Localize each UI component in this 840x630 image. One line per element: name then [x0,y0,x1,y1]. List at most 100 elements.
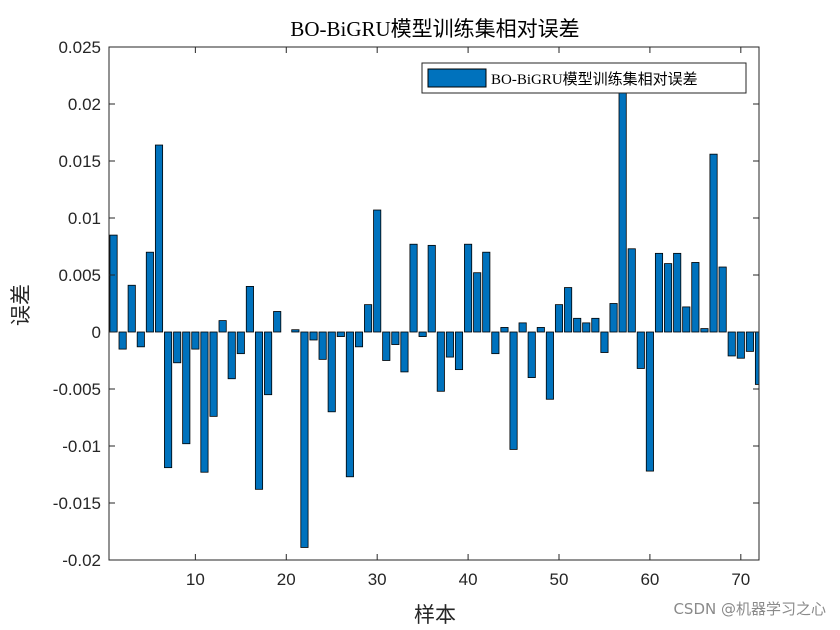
bar-70 [736,331,745,359]
bar-48 [536,327,545,333]
legend-entry-label: BO-BiGRU模型训练集相对误差 [491,71,698,88]
bar-42 [482,251,491,333]
bar-54 [591,317,600,333]
x-tick-label: 20 [277,570,296,589]
bar-36 [427,244,436,333]
bar-14 [227,331,236,380]
legend: BO-BiGRU模型训练集相对误差 [421,62,747,94]
bar-37 [436,331,445,392]
bar-65 [691,262,700,333]
x-tick-label: 10 [186,570,205,589]
bar-38 [445,331,454,358]
bar-9 [182,331,191,445]
x-tick-label: 40 [459,570,478,589]
bar-24 [318,331,327,360]
bar-25 [327,331,336,413]
bar-6 [154,144,164,333]
y-tick-label: 0.02 [68,95,101,114]
y-tick-label: 0.01 [68,209,101,228]
bar-31 [382,331,391,361]
bar-50 [554,304,564,333]
y-tick-label: -0.01 [62,437,101,456]
bar-49 [545,331,554,400]
bar-55 [600,331,609,353]
bar-33 [400,331,409,373]
bar-17 [254,331,264,490]
bar-57 [618,85,627,333]
bar-63 [673,252,682,333]
bar-11 [200,331,209,473]
bar-18 [264,331,273,396]
bar-67 [709,153,718,333]
bar-61 [654,252,664,333]
bar-19 [273,311,282,333]
bar-8 [173,331,182,364]
bar-30 [373,209,382,333]
bar-60 [645,331,654,472]
watermark-text: CSDN @机器学习之心 [673,600,826,618]
bar-68 [718,266,727,333]
bar-35 [418,331,427,337]
axes-box [108,46,760,561]
bar-64 [682,306,691,333]
bar-29 [364,304,373,333]
bar-41 [473,272,482,333]
y-tick-label: -0.02 [62,551,101,570]
bar-26 [336,331,345,337]
bar-21 [291,329,300,333]
bar-59 [636,331,645,369]
bar-1 [109,234,118,333]
legend-swatch [427,68,487,88]
bar-4 [136,331,145,348]
bar-23 [309,331,318,341]
bars-group [109,85,759,548]
bar-34 [409,243,418,333]
bar-15 [236,331,245,355]
chart-title: BO-BiGRU模型训练集相对误差 [290,17,579,41]
bar-53 [582,322,591,333]
bar-13 [218,320,227,333]
bar-71 [745,331,754,352]
y-tick-label: 0.025 [58,38,101,57]
x-tick-label: 60 [640,570,659,589]
bar-2 [118,331,127,350]
bar-52 [573,317,582,333]
y-ticks-group: -0.02 -0.015 -0.01 -0.005 0 0.005 0.01 0.015 0.0… [53,38,759,570]
bar-51 [564,287,573,333]
bar-16 [245,285,254,333]
y-tick-label: 0.005 [58,266,101,285]
x-axis-label: 样本 [414,603,456,627]
x-tick-label: 50 [550,570,569,589]
bar-47 [527,331,536,378]
bar-28 [354,331,364,348]
x-ticks-group: 10 20 30 40 50 60 70 [186,47,750,589]
x-tick-label: 70 [731,570,750,589]
y-tick-label: -0.015 [53,494,101,513]
bar-58 [627,248,636,333]
bar-56 [609,303,618,333]
bar-66 [700,328,709,333]
bar-43 [491,331,500,355]
bar-22 [300,331,309,548]
bar-5 [145,251,154,333]
bar-12 [209,331,218,417]
bar-62 [664,263,673,333]
y-tick-label: -0.005 [53,380,101,399]
bar-32 [391,331,400,345]
y-axis-label: 误差 [9,284,33,326]
bar-46 [518,322,527,333]
bar-45 [509,331,518,450]
bar-39 [454,331,464,371]
y-tick-label: 0 [92,323,101,342]
bar-40 [464,243,473,333]
bar-44 [500,327,509,333]
x-tick-label: 30 [368,570,387,589]
bar-7 [164,331,173,469]
bar-69 [727,331,736,357]
bar-10 [191,331,200,350]
y-tick-label: 0.015 [58,152,101,171]
bar-27 [345,331,354,478]
bar-3 [127,284,136,333]
bar-72 [754,331,759,385]
